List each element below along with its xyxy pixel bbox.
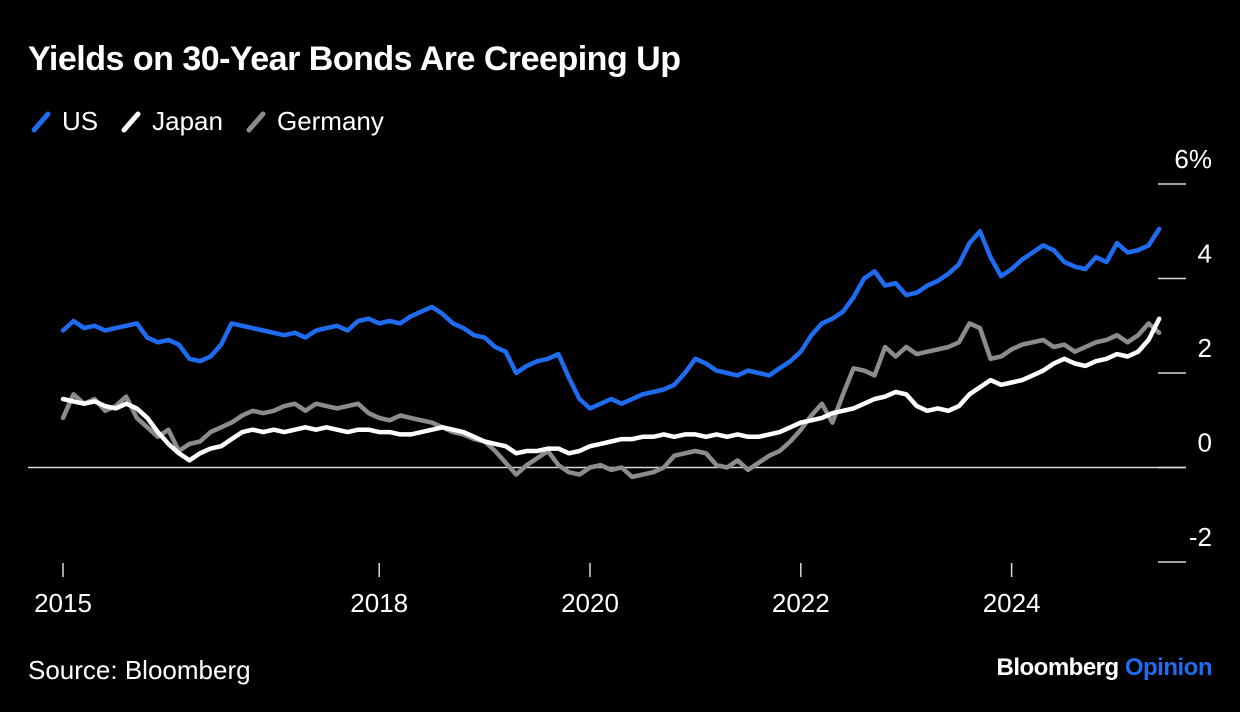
series-line-us (60, 226, 1162, 411)
brand-suffix: Opinion (1124, 654, 1213, 681)
legend-label-us: US (62, 106, 99, 136)
x-tick-label-1: 2018 (350, 588, 408, 618)
legend-item-japan: Japan (120, 106, 223, 137)
legend-swatch-japan (121, 111, 141, 132)
source-note: Source: Bloomberg (28, 655, 251, 685)
y-tick-label-2: 2 (1198, 333, 1212, 363)
x-tick-label-4: 2024 (983, 588, 1041, 618)
x-tick-label-2: 2020 (561, 588, 619, 618)
brand-name: Bloomberg (996, 654, 1120, 681)
series-line-germany (60, 321, 1162, 480)
legend-label-japan: Japan (152, 106, 223, 136)
y-tick-label-0: 6% (1174, 144, 1212, 174)
legend-swatch-germany (246, 111, 266, 132)
legend: US Japan Germany (30, 106, 406, 137)
x-tick-label-3: 2022 (772, 588, 830, 618)
x-tick-label-0: 2015 (34, 588, 92, 618)
legend-swatch-us (31, 111, 51, 132)
y-tick-label-4: -2 (1189, 522, 1212, 552)
legend-item-germany: Germany (245, 106, 384, 137)
series-line-japan (60, 316, 1162, 463)
y-tick-label-1: 4 (1198, 239, 1212, 269)
y-tick-label-3: 0 (1198, 428, 1212, 458)
chart-title: Yields on 30-Year Bonds Are Creeping Up (28, 40, 681, 78)
brand-logo: Bloomberg Opinion (997, 654, 1213, 682)
legend-item-us: US (30, 106, 98, 137)
legend-label-germany: Germany (276, 106, 384, 136)
